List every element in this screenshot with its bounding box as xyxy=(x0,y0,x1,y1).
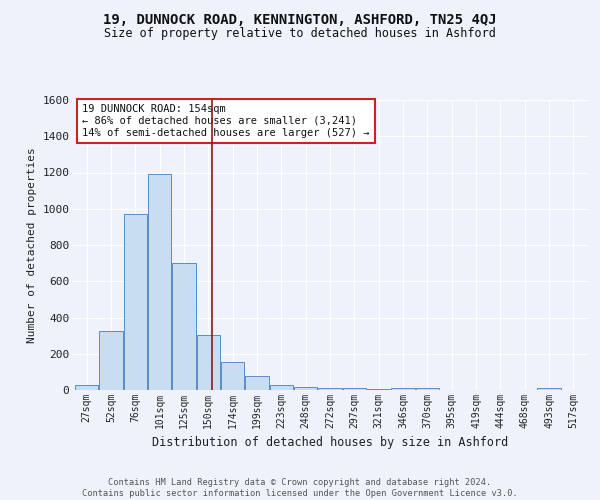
Text: 19 DUNNOCK ROAD: 154sqm
← 86% of detached houses are smaller (3,241)
14% of semi: 19 DUNNOCK ROAD: 154sqm ← 86% of detache… xyxy=(82,104,370,138)
Bar xyxy=(270,385,293,390)
Bar xyxy=(343,388,366,390)
Bar xyxy=(416,388,439,390)
Text: Contains HM Land Registry data © Crown copyright and database right 2024.
Contai: Contains HM Land Registry data © Crown c… xyxy=(82,478,518,498)
Y-axis label: Number of detached properties: Number of detached properties xyxy=(26,147,37,343)
Text: Size of property relative to detached houses in Ashford: Size of property relative to detached ho… xyxy=(104,28,496,40)
Bar xyxy=(75,386,98,390)
Bar xyxy=(221,362,244,390)
Bar xyxy=(538,388,560,390)
Bar xyxy=(391,388,415,390)
Bar xyxy=(100,331,122,390)
Bar xyxy=(124,214,147,390)
X-axis label: Distribution of detached houses by size in Ashford: Distribution of detached houses by size … xyxy=(152,436,508,450)
Bar xyxy=(172,263,196,390)
Bar xyxy=(197,334,220,390)
Bar xyxy=(294,386,317,390)
Bar xyxy=(245,376,269,390)
Text: 19, DUNNOCK ROAD, KENNINGTON, ASHFORD, TN25 4QJ: 19, DUNNOCK ROAD, KENNINGTON, ASHFORD, T… xyxy=(103,12,497,26)
Bar xyxy=(367,388,390,390)
Bar xyxy=(319,388,341,390)
Bar xyxy=(148,174,171,390)
